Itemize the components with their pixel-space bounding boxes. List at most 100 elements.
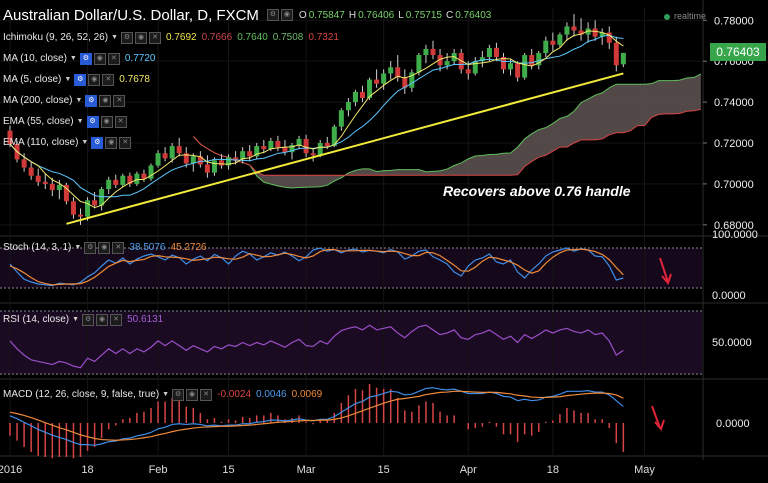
candle-body — [240, 151, 246, 160]
chevron-down-icon[interactable]: ▼ — [72, 316, 80, 323]
chevron-down-icon[interactable]: ▼ — [69, 55, 77, 62]
indicator-legend-row[interactable]: MA (5, close) ▼ ⚙ ◉ ✕ 0.7678 — [3, 73, 155, 87]
candle-body — [606, 32, 612, 43]
close-icon[interactable]: ✕ — [113, 95, 126, 107]
chevron-down-icon[interactable]: ▼ — [162, 391, 170, 398]
candle-body — [550, 40, 556, 45]
settings-icon[interactable]: ⚙ — [82, 314, 95, 326]
open-value: 0.75847 — [308, 9, 345, 21]
candle-body — [134, 173, 140, 184]
eye-icon[interactable]: ◉ — [88, 74, 101, 86]
chevron-down-icon[interactable]: ▼ — [81, 139, 89, 146]
settings-icon[interactable]: ⚙ — [84, 242, 97, 254]
indicator-label: EMA (55, close) — [3, 116, 74, 127]
eye-icon[interactable]: ◉ — [99, 95, 112, 107]
close-icon[interactable]: ✕ — [107, 53, 120, 65]
high-label: H — [348, 9, 357, 21]
chevron-down-icon[interactable]: ▼ — [64, 76, 72, 83]
candle-body — [564, 26, 570, 35]
indicator-label: MA (10, close) — [3, 53, 67, 64]
candle-body — [56, 184, 62, 191]
candle-body — [360, 91, 365, 98]
macd-legend[interactable]: MACD (12, 26, close, 9, false, true) ▼ ⚙ ◉… — [3, 388, 327, 402]
eye-icon[interactable]: ◉ — [100, 116, 113, 128]
settings-icon[interactable]: ⚙ — [86, 116, 99, 128]
stoch-legend[interactable]: Stoch (14, 3, 1) ▼ ⚙ ◉ ✕ 38.5076 45.2726 — [3, 241, 212, 255]
stoch-k-value: 38.5076 — [129, 242, 166, 253]
candle-body — [28, 167, 34, 176]
indicator-legend-row[interactable]: MA (10, close) ▼ ⚙ ◉ ✕ 0.7720 — [3, 52, 160, 66]
candle-body — [331, 126, 337, 147]
realtime-label: realtime — [673, 11, 706, 21]
eye-icon[interactable]: ◉ — [93, 53, 106, 65]
symbol-title: Australian Dollar/U.S. Dollar, D, FXCM — [3, 6, 259, 24]
candle-body — [501, 57, 506, 70]
candle-body — [303, 138, 309, 154]
candle-body — [430, 48, 436, 56]
indicator-legend-row[interactable]: EMA (110, close) ▼ ⚙ ◉ ✕ — [3, 136, 136, 150]
close-icon[interactable]: ✕ — [119, 137, 132, 149]
candle-body — [486, 47, 492, 58]
settings-icon[interactable]: ⚙ — [172, 389, 185, 401]
rsi-legend[interactable]: RSI (14, close) ▼ ⚙ ◉ ✕ 50.6131 — [3, 313, 168, 327]
eye-icon[interactable]: ◉ — [98, 242, 111, 254]
realtime-dot-icon — [663, 13, 670, 20]
candle-body — [148, 165, 154, 179]
eye-icon[interactable]: ◉ — [135, 32, 147, 44]
x-tick-label: 15 — [222, 464, 234, 476]
indicator-label: MA (200, close) — [3, 95, 73, 106]
candle-body — [155, 153, 161, 166]
low-value: 0.75715 — [405, 9, 442, 21]
indicator-legend-row[interactable]: MA (200, close) ▼ ⚙ ◉ ✕ — [3, 94, 130, 108]
settings-icon[interactable]: ⚙ — [79, 53, 92, 65]
indicator-legend-row[interactable]: Ichimoku (9, 26, 52, 26) ▼ ⚙ ◉ ✕ 0.7692 0.7666… — [3, 31, 344, 45]
rsi-label: RSI (14, close) — [3, 314, 70, 325]
settings-icon[interactable]: ⚙ — [266, 9, 279, 21]
settings-icon[interactable]: ⚙ — [91, 137, 104, 149]
settings-icon[interactable]: ⚙ — [85, 95, 98, 107]
settings-icon[interactable]: ⚙ — [121, 32, 133, 44]
candle-body — [367, 79, 373, 98]
chevron-down-icon[interactable]: ▼ — [76, 118, 84, 125]
close-icon[interactable]: ✕ — [112, 242, 125, 254]
chevron-down-icon[interactable]: ▼ — [74, 244, 82, 251]
candle-body — [529, 55, 535, 66]
candle-body — [289, 145, 295, 153]
indicator-value: 0.7666 — [201, 32, 233, 43]
low-label: L — [398, 9, 404, 21]
settings-icon[interactable]: ⚙ — [74, 74, 87, 86]
indicator-legend-row[interactable]: EMA (55, close) ▼ ⚙ ◉ ✕ — [3, 115, 132, 129]
candle-body — [141, 173, 147, 179]
x-tick-label: May — [634, 464, 655, 476]
macd-line-value: 0.0046 — [256, 389, 287, 400]
chevron-down-icon[interactable]: ▼ — [111, 34, 118, 41]
close-icon[interactable]: ✕ — [200, 389, 213, 401]
candle-body — [613, 42, 619, 66]
candle-body — [493, 47, 499, 58]
candle-body — [219, 160, 224, 166]
stoch-d-value: 45.2726 — [170, 242, 207, 253]
candle-body — [7, 130, 13, 145]
indicator-value: 0.7692 — [166, 32, 197, 43]
candle-body — [599, 32, 605, 37]
candle-body — [409, 72, 415, 88]
current-price-badge: 0.76403 — [710, 43, 766, 61]
candle-body — [374, 79, 380, 84]
eye-icon[interactable]: ◉ — [96, 314, 109, 326]
close-icon[interactable]: ✕ — [114, 116, 127, 128]
chevron-down-icon[interactable]: ▼ — [75, 97, 83, 104]
eye-icon[interactable]: ◉ — [105, 137, 118, 149]
candle-body — [49, 183, 55, 191]
eye-icon[interactable]: ◉ — [280, 9, 293, 21]
candle-body — [388, 67, 394, 74]
close-icon[interactable]: ✕ — [102, 74, 115, 86]
close-icon[interactable]: ✕ — [110, 314, 123, 326]
close-icon[interactable]: ✕ — [149, 32, 161, 44]
candle-body — [522, 55, 528, 78]
eye-icon[interactable]: ◉ — [186, 389, 199, 401]
candle-body — [268, 140, 274, 150]
candle-body — [127, 175, 133, 184]
candle-body — [63, 184, 69, 202]
candle-body — [444, 61, 450, 66]
